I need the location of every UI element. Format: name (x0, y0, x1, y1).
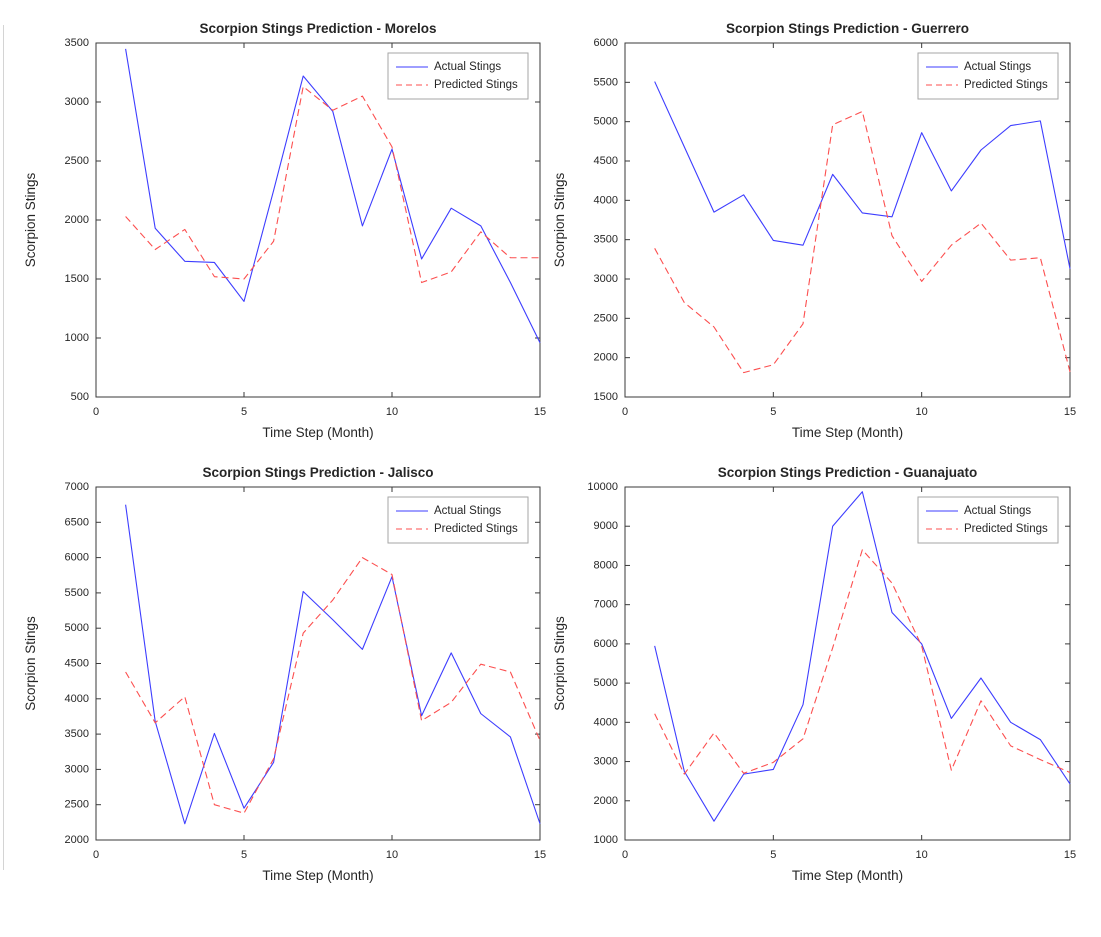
y-axis-label: Scorpion Stings (552, 616, 567, 711)
y-tick-label: 3000 (594, 273, 618, 285)
legend-box (917, 496, 1059, 544)
x-tick-label: 0 (622, 406, 628, 418)
y-tick-label: 500 (71, 391, 89, 403)
x-tick-label: 15 (534, 406, 546, 418)
x-axis-label: Time Step (Month) (262, 868, 373, 883)
y-tick-label: 4000 (594, 194, 618, 206)
chart-title: Scorpion Stings Prediction - Jalisco (202, 467, 433, 480)
y-axis-label: Scorpion Stings (23, 616, 38, 711)
chart-title: Scorpion Stings Prediction - Guanajuato (718, 467, 978, 480)
legend-label: Actual Stings (964, 505, 1031, 517)
y-tick-label: 9000 (594, 520, 618, 532)
predicted-stings-line (654, 549, 1071, 775)
y-tick-label: 5000 (594, 116, 618, 128)
y-tick-label: 4000 (65, 693, 89, 705)
x-axis-label: Time Step (Month) (262, 425, 373, 440)
chart-scorpion-stings-guerrero: 1500 2000 2500 3000 3500 4000 4500 5000 5500 6000… (552, 21, 1076, 440)
chart-title: Scorpion Stings Prediction - Morelos (199, 21, 436, 36)
y-tick-label: 1000 (594, 834, 618, 846)
x-tick-label: 10 (386, 406, 398, 418)
y-tick-label: 10000 (587, 481, 618, 493)
x-axis-label: Time Step (Month) (792, 868, 903, 883)
y-tick-label: 3500 (594, 234, 618, 246)
actual-stings-line (125, 504, 541, 825)
legend-label: Actual Stings (434, 61, 501, 73)
y-tick-label: 6000 (594, 638, 618, 650)
x-tick-label: 0 (93, 406, 99, 418)
y-axis-label: Scorpion Stings (23, 172, 38, 267)
y-tick-label: 8000 (594, 559, 618, 571)
x-tick-label: 0 (93, 849, 99, 861)
y-tick-label: 5500 (65, 587, 89, 599)
y-tick-label: 4500 (594, 155, 618, 167)
chart-title: Scorpion Stings Prediction - Guerrero (726, 21, 969, 36)
x-tick-label: 10 (916, 849, 928, 861)
y-tick-label: 2500 (65, 799, 89, 811)
x-tick-label: 10 (386, 849, 398, 861)
predicted-stings-line (654, 110, 1071, 374)
window-edge-line (3, 25, 4, 870)
x-tick-label: 0 (622, 849, 628, 861)
legend-label: Predicted Stings (964, 79, 1048, 91)
y-tick-label: 2000 (65, 834, 89, 846)
plot-box (624, 42, 1071, 398)
legend-box (387, 496, 529, 544)
legend-label: Predicted Stings (964, 523, 1048, 535)
y-tick-label: 7000 (65, 481, 89, 493)
x-tick-label: 15 (1064, 406, 1076, 418)
y-tick-label: 3000 (65, 763, 89, 775)
legend-label: Predicted Stings (434, 79, 518, 91)
y-tick-label: 1500 (65, 273, 89, 285)
y-tick-label: 3500 (65, 37, 89, 49)
plot-box (624, 486, 1071, 841)
y-tick-label: 2000 (65, 214, 89, 226)
y-tick-label: 4500 (65, 658, 89, 670)
chart-scorpion-stings-morelos: 500 1000 1500 2000 2500 3000 3500 0 5 10 15 Scorpio… (23, 21, 546, 440)
legend-label: Actual Stings (964, 61, 1031, 73)
x-tick-label: 15 (1064, 849, 1076, 861)
predicted-stings-line (125, 86, 540, 284)
y-tick-label: 3000 (65, 96, 89, 108)
y-tick-label: 1000 (65, 332, 89, 344)
chart-scorpion-stings-guanajuato: 1000 2000 3000 4000 5000 6000 7000 8000 9000 1000… (552, 467, 1076, 883)
y-tick-label: 6500 (65, 516, 89, 528)
x-tick-label: 5 (770, 406, 776, 418)
y-tick-label: 6000 (65, 552, 89, 564)
legend-box (387, 52, 529, 100)
y-axis-label: Scorpion Stings (552, 172, 567, 267)
actual-stings-line (654, 81, 1071, 269)
chart-scorpion-stings-jalisco: 2000 2500 3000 3500 4000 4500 5000 5500 6000 6500… (23, 467, 546, 883)
predicted-stings-line (125, 557, 541, 814)
y-tick-label: 5000 (594, 677, 618, 689)
x-tick-label: 15 (534, 849, 546, 861)
y-tick-label: 5000 (65, 622, 89, 634)
legend-box (917, 52, 1059, 100)
y-tick-label: 2500 (594, 312, 618, 324)
x-axis-label: Time Step (Month) (792, 425, 903, 440)
legend-label: Predicted Stings (434, 523, 518, 535)
y-tick-label: 3000 (594, 756, 618, 768)
x-tick-label: 5 (241, 406, 247, 418)
y-tick-label: 7000 (594, 599, 618, 611)
legend-label: Actual Stings (434, 505, 501, 517)
actual-stings-line (125, 48, 541, 343)
y-tick-label: 2500 (65, 155, 89, 167)
x-tick-label: 5 (770, 849, 776, 861)
x-tick-label: 10 (916, 406, 928, 418)
y-tick-label: 1500 (594, 391, 618, 403)
y-tick-label: 6000 (594, 37, 618, 49)
actual-stings-line (654, 491, 1071, 822)
y-tick-label: 5500 (594, 76, 618, 88)
x-tick-label: 5 (241, 849, 247, 861)
y-tick-label: 4000 (594, 716, 618, 728)
y-tick-label: 2000 (594, 795, 618, 807)
y-tick-label: 3500 (65, 728, 89, 740)
y-tick-label: 2000 (594, 352, 618, 364)
